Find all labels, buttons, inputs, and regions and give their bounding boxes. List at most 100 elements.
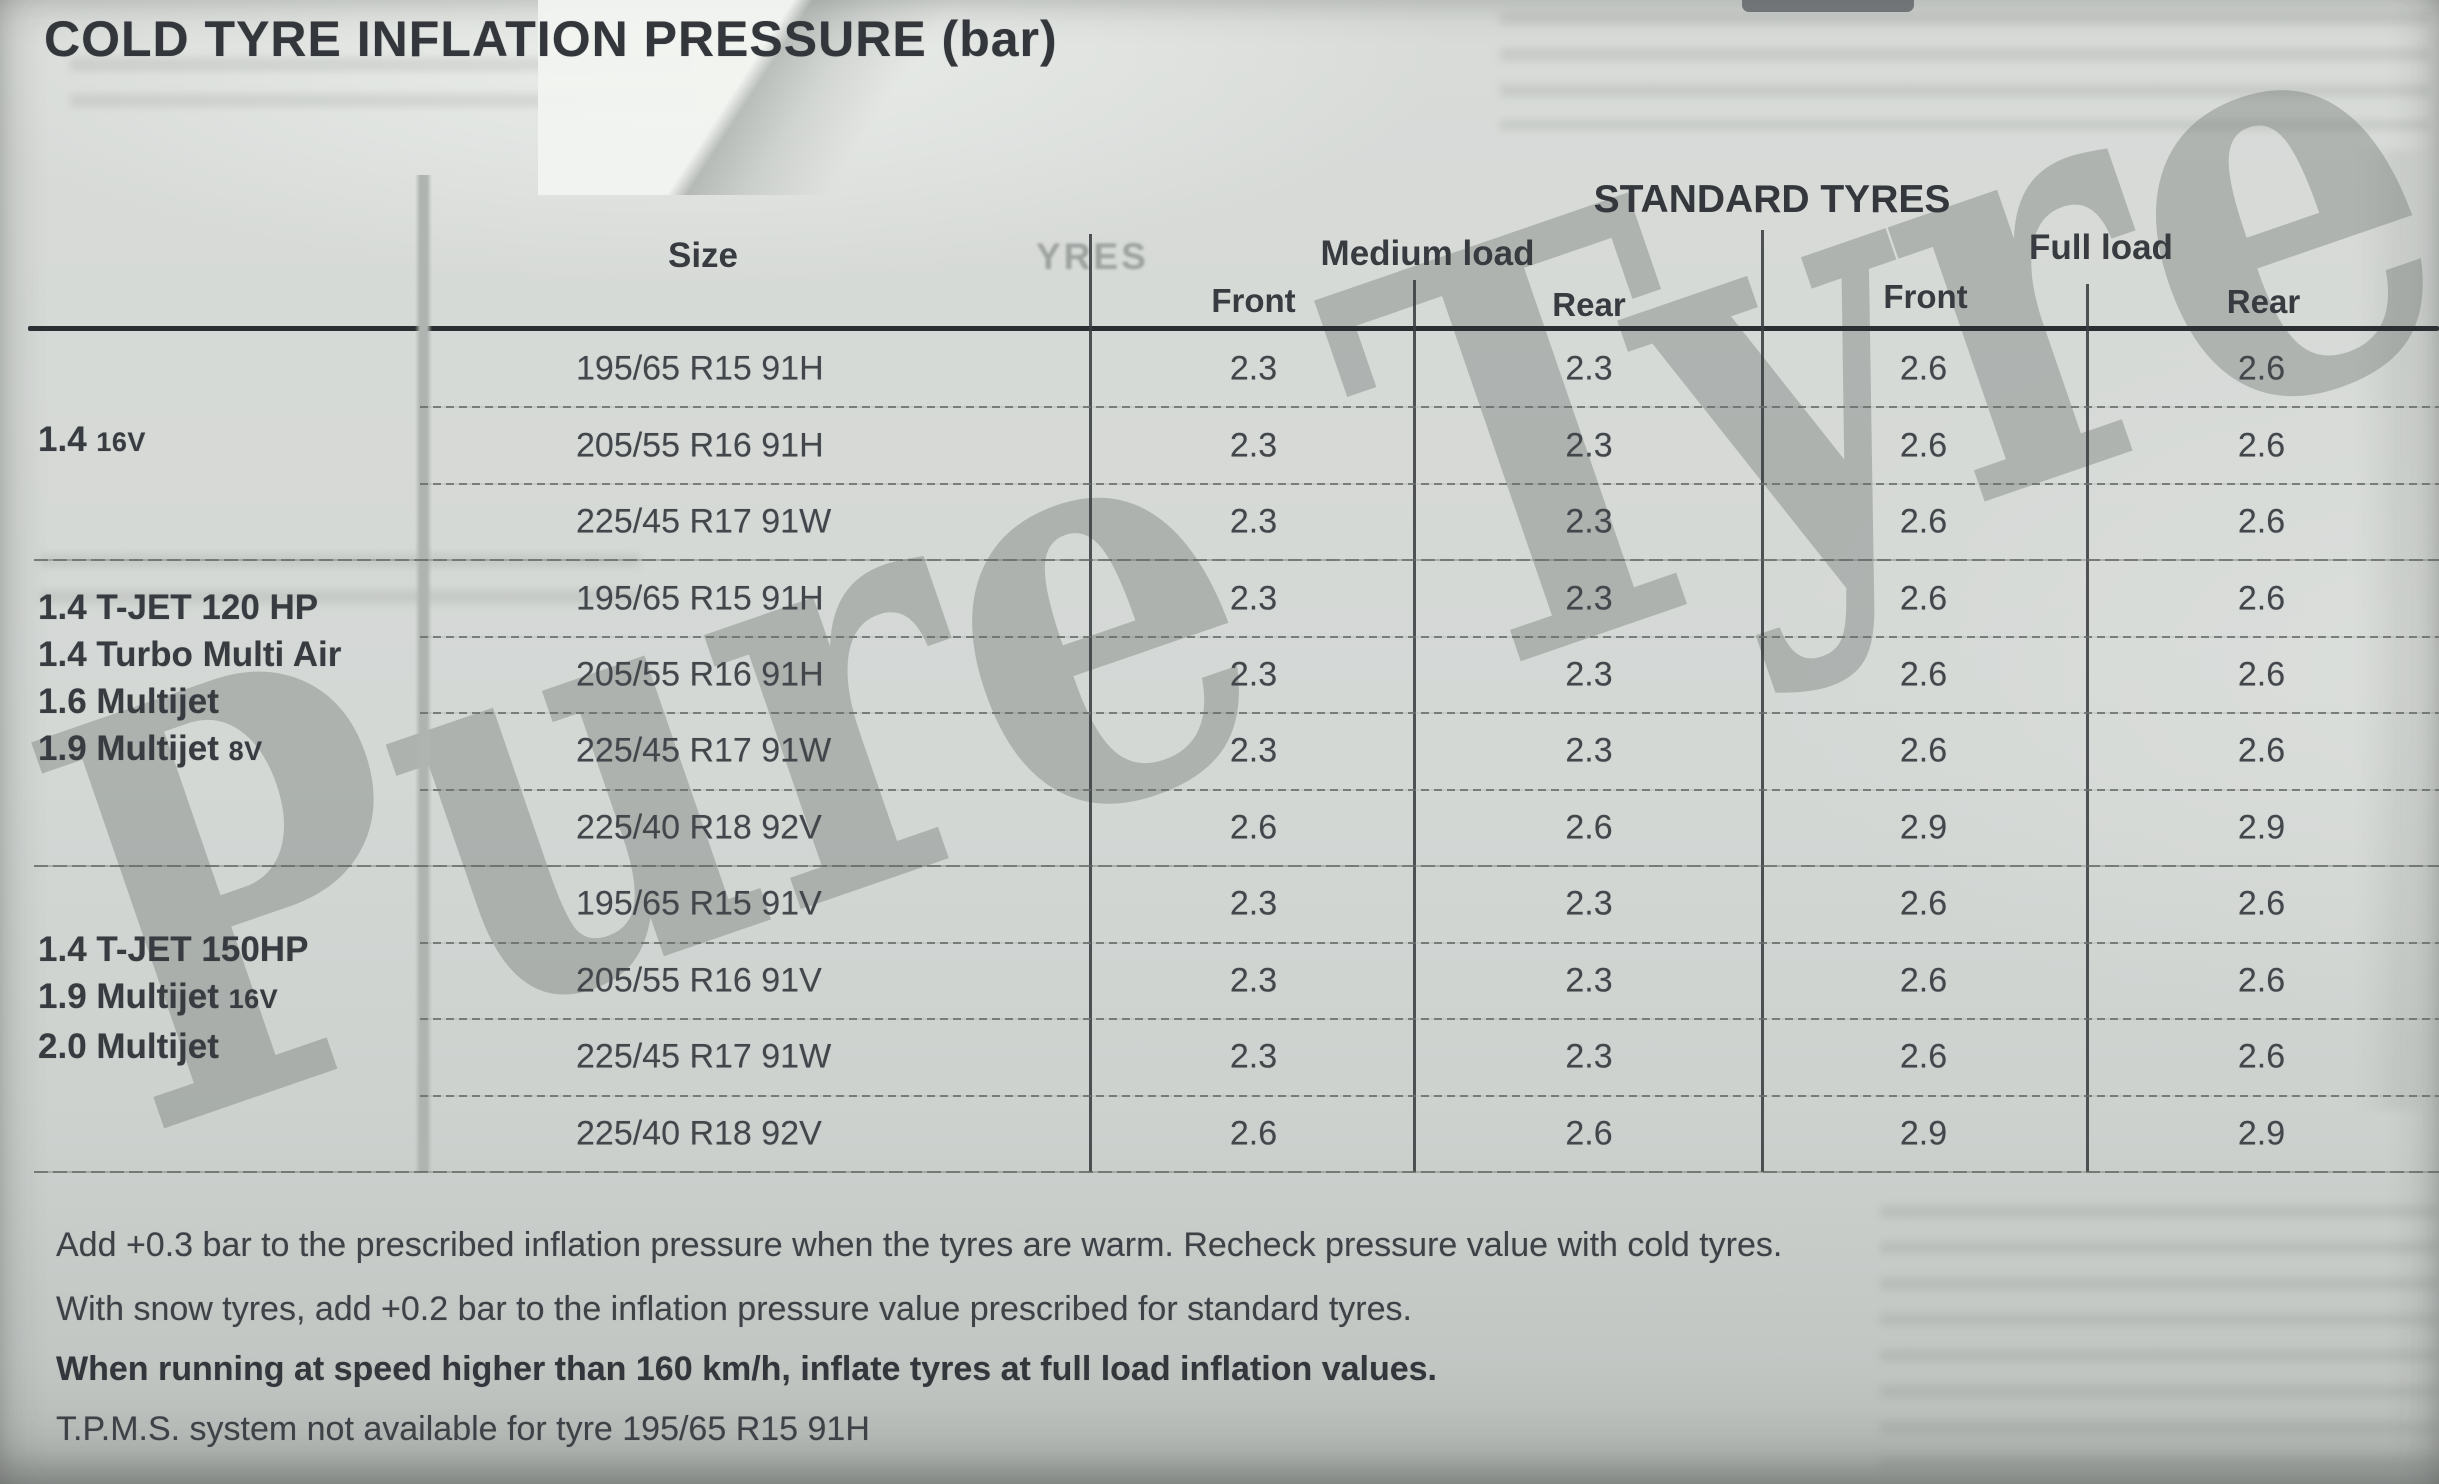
bleedthrough-artifact	[1880, 1205, 2439, 1480]
pressure-medium-rear: 2.3	[1565, 655, 1613, 694]
engine-label-text: 2.0 Multijet	[38, 1027, 219, 1066]
column-divider	[1761, 230, 1764, 1172]
note-tpms: T.P.M.S. system not available for tyre 1…	[56, 1410, 870, 1448]
engine-label-text: 1.6 Multijet	[38, 682, 219, 721]
col-header-full-rear: Rear	[2226, 283, 2301, 320]
pressure-full-rear: 2.6	[2237, 1037, 2286, 1076]
note-high-speed: When running at speed higher than 160 km…	[56, 1350, 1438, 1388]
tyre-size: 205/55 R16 91H	[576, 426, 824, 465]
engine-line: 1.9 Multijet 8V	[38, 725, 341, 775]
pressure-full-rear: 2.6	[2237, 731, 2286, 770]
tyre-size: 225/45 R17 91W	[576, 502, 832, 541]
pressure-medium-rear: 2.3	[1565, 579, 1613, 618]
pressure-full-rear: 2.9	[2237, 1114, 2286, 1153]
pressure-medium-rear: 2.3	[1565, 961, 1613, 1000]
pressure-full-rear: 2.6	[2237, 579, 2286, 618]
col-header-medium-front: Front	[1211, 282, 1296, 319]
photo-edge-artifact	[1742, 0, 1914, 12]
column-divider	[2086, 284, 2089, 1172]
engine-label-text: 1.4 T-JET 120 HP	[38, 588, 319, 627]
pressure-medium-front: 2.3	[1229, 884, 1278, 923]
table-row: 225/45 R17 91W 2.3 2.3 2.6 2.6	[28, 484, 2439, 562]
engine-line: 1.4 T-JET 150HP	[38, 926, 308, 973]
header-rule	[28, 326, 2439, 331]
pressure-full-rear: 2.6	[2237, 502, 2286, 541]
table-row: 205/55 R16 91V 2.3 2.3 2.6 2.6	[28, 943, 2439, 1021]
pressure-full-front: 2.6	[1899, 655, 1948, 694]
engine-line: 1.4 16V	[38, 416, 146, 466]
pressure-medium-rear: 2.6	[1565, 808, 1613, 847]
col-header-medium-load: Medium load	[1320, 234, 1535, 273]
tyre-size: 195/65 R15 91H	[576, 579, 824, 618]
column-divider	[1089, 234, 1092, 1172]
table-row: 205/55 R16 91H 2.3 2.3 2.6 2.6	[28, 407, 2439, 486]
table-row: 225/40 R18 92V 2.6 2.6 2.9 2.9	[28, 790, 2439, 868]
col-header-full-load: Full load	[2029, 228, 2173, 267]
pressure-medium-rear: 2.3	[1565, 349, 1613, 388]
page-title: COLD TYRE INFLATION PRESSURE (bar)	[44, 11, 1058, 67]
pressure-full-rear: 2.6	[2237, 655, 2286, 694]
col-header-full-front: Front	[1883, 278, 1968, 315]
table-row: 205/55 R16 91H 2.3 2.3 2.6 2.6	[28, 637, 2439, 715]
engine-label-suffix: 16V	[228, 984, 279, 1014]
engine-label-text: 1.4	[38, 420, 97, 459]
pressure-full-front: 2.9	[1899, 1114, 1948, 1153]
pressure-medium-front: 2.3	[1229, 961, 1278, 1000]
header-standard-tyres: STANDARD TYRES	[1593, 178, 1951, 221]
pressure-medium-front: 2.3	[1229, 655, 1278, 694]
pressure-full-front: 2.6	[1899, 349, 1948, 388]
pressure-full-front: 2.6	[1899, 961, 1948, 1000]
engine-group-label: 1.4 16V	[38, 416, 146, 466]
pressure-full-rear: 2.9	[2237, 808, 2286, 847]
pressure-full-front: 2.6	[1899, 731, 1948, 770]
pressure-medium-front: 2.3	[1229, 579, 1278, 618]
pressure-medium-front: 2.3	[1229, 502, 1278, 541]
engine-line: 1.4 Turbo Multi Air	[38, 631, 341, 678]
tyre-size: 225/45 R17 91W	[576, 731, 832, 770]
pressure-medium-front: 2.3	[1229, 426, 1278, 465]
pressure-medium-rear: 2.3	[1565, 426, 1613, 465]
pressure-medium-front: 2.3	[1229, 1037, 1278, 1076]
engine-group-label: 1.4 T-JET 120 HP 1.4 Turbo Multi Air 1.6…	[38, 584, 341, 775]
col-header-medium-rear: Rear	[1552, 286, 1626, 323]
pressure-medium-front: 2.3	[1229, 731, 1278, 770]
tyre-size: 205/55 R16 91H	[576, 655, 824, 694]
table-row: 195/65 R15 91H 2.3 2.3 2.6 2.6	[28, 331, 2439, 409]
engine-line: 2.0 Multijet	[38, 1023, 308, 1070]
pressure-full-rear: 2.6	[2237, 426, 2286, 465]
pressure-full-front: 2.6	[1899, 1037, 1948, 1076]
col-header-size: Size	[667, 236, 739, 275]
pressure-full-front: 2.9	[1899, 808, 1948, 847]
engine-label-text: 1.9 Multijet	[38, 729, 229, 768]
pressure-medium-rear: 2.6	[1565, 1114, 1613, 1153]
engine-line: 1.4 T-JET 120 HP	[38, 584, 341, 631]
pressure-medium-front: 2.6	[1229, 1114, 1278, 1153]
engine-label-text: 1.9 Multijet	[38, 977, 229, 1016]
pressure-medium-rear: 2.3	[1565, 884, 1613, 923]
pressure-full-rear: 2.6	[2237, 884, 2286, 923]
pressure-medium-rear: 2.3	[1565, 502, 1613, 541]
table-row: 225/45 R17 91W 2.3 2.3 2.6 2.6	[28, 713, 2439, 792]
tyre-size: 225/40 R18 92V	[576, 808, 822, 847]
engine-label-suffix: 8V	[228, 736, 263, 766]
engine-group-label: 1.4 T-JET 150HP 1.9 Multijet 16V 2.0 Mul…	[38, 926, 308, 1070]
tyre-size: 195/65 R15 91V	[576, 884, 822, 923]
page-fold-artifact	[538, 0, 1083, 195]
pressure-full-front: 2.6	[1899, 884, 1948, 923]
table-row: 225/40 R18 92V 2.6 2.6 2.9 2.9	[28, 1096, 2439, 1174]
note-snow-tyres: With snow tyres, add +0.2 bar to the inf…	[56, 1290, 1412, 1328]
bleedthrough-artifact	[1500, 12, 2430, 130]
pressure-medium-rear: 2.3	[1565, 1037, 1613, 1076]
table-row: 225/45 R17 91W 2.3 2.3 2.6 2.6	[28, 1019, 2439, 1097]
pressure-medium-front: 2.6	[1229, 808, 1278, 847]
engine-label-text: 1.4 T-JET 150HP	[38, 930, 309, 969]
column-divider-band	[415, 175, 432, 1172]
table-row: 195/65 R15 91H 2.3 2.3 2.6 2.6	[28, 560, 2439, 639]
note-warm-tyres: Add +0.3 bar to the prescribed inflation…	[56, 1226, 1783, 1264]
pressure-full-front: 2.6	[1899, 579, 1948, 618]
pressure-medium-rear: 2.3	[1565, 731, 1613, 770]
pressure-full-rear: 2.6	[2237, 961, 2286, 1000]
engine-label-text: 1.4 Turbo Multi Air	[38, 635, 342, 674]
table-row: 195/65 R15 91V 2.3 2.3 2.6 2.6	[28, 866, 2439, 945]
